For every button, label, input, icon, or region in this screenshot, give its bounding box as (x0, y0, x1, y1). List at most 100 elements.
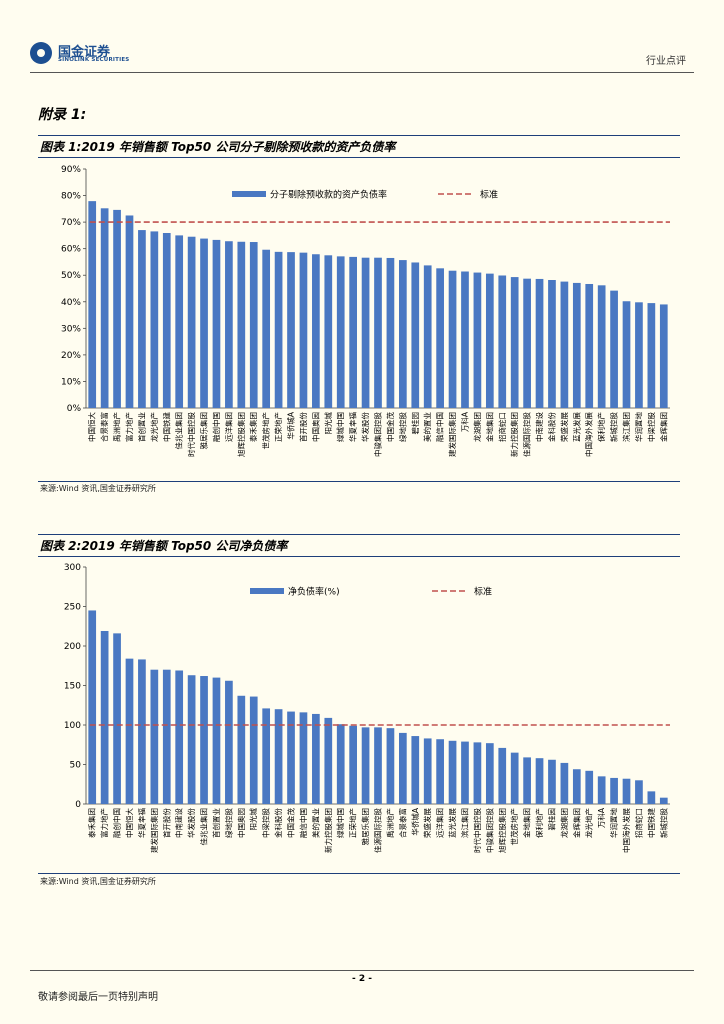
x-tick-label: 招商蛇口 (497, 412, 507, 442)
bar (125, 215, 134, 408)
x-tick-label: 泰禾集团 (87, 808, 97, 838)
x-tick-label: 万科A (459, 411, 469, 432)
x-tick-label: 龙光地产 (584, 808, 594, 838)
bar (659, 304, 668, 408)
bar (200, 676, 208, 804)
legend-benchmark-label: 标准 (480, 189, 498, 201)
x-tick-label: 中南建设 (174, 808, 184, 838)
x-tick-label: 旭辉控股集团 (236, 412, 246, 457)
x-tick-label: 禹洲地产 (385, 808, 395, 838)
x-tick-label: 新力控股集团 (509, 412, 519, 457)
x-tick-label: 金地集团 (522, 808, 532, 838)
bar (585, 283, 594, 408)
bar (324, 717, 333, 804)
x-tick-label: 禹洲地产 (112, 412, 122, 442)
y-tick-label: 100 (64, 721, 81, 731)
x-tick-label: 新力控股集团 (323, 808, 333, 853)
x-tick-label: 佳源国际控股 (522, 412, 532, 457)
x-tick-label: 华发股份 (360, 412, 370, 442)
x-tick-label: 中国恒大 (87, 412, 97, 442)
bar (485, 273, 494, 408)
x-tick-label: 正荣地产 (273, 412, 283, 442)
report-type: 行业点评 (646, 56, 686, 67)
x-tick-label: 美的置业 (310, 808, 320, 838)
x-tick-label: 建发国际集团 (149, 808, 159, 853)
bar (100, 208, 109, 408)
bar (647, 791, 656, 804)
figure2-source: 来源:Wind 资讯,国金证券研究所 (40, 877, 156, 886)
x-tick-label: 万科A (596, 807, 606, 828)
x-tick-label: 保利地产 (534, 808, 544, 838)
x-tick-label: 中国恒大 (124, 808, 134, 838)
bar (398, 732, 407, 804)
bar (461, 271, 469, 408)
x-tick-label: 华夏幸福 (136, 808, 146, 838)
x-tick-label: 华侨城A (410, 807, 420, 835)
x-tick-label: 金科股份 (273, 808, 283, 838)
x-tick-label: 碧桂园 (546, 808, 556, 831)
x-tick-label: 中骏集团控股 (484, 808, 494, 853)
bar (535, 758, 544, 804)
x-tick-label: 旭辉控股集团 (497, 808, 507, 853)
figure1-title-rule (38, 157, 680, 158)
x-tick-label: 绿城中国 (335, 808, 345, 838)
bar (237, 241, 246, 408)
x-tick-label: 世茂房地产 (261, 412, 271, 450)
y-tick-label: 80% (61, 192, 81, 202)
x-tick-label: 保利地产 (596, 412, 606, 442)
bar (523, 278, 531, 408)
x-tick-label: 中南建设 (534, 412, 544, 442)
brand-logo: 国金证券 SINOLINK SECURITIES (30, 40, 138, 70)
legend-benchmark-label: 标准 (474, 586, 492, 598)
x-tick-label: 华润置地 (633, 412, 643, 442)
bar (187, 675, 196, 804)
bar (274, 709, 283, 804)
x-tick-label: 佳兆业集团 (174, 412, 184, 450)
bar (212, 239, 221, 408)
x-tick-label: 中国金茂 (286, 808, 296, 838)
y-tick-label: 0% (67, 404, 82, 414)
bar (249, 242, 258, 408)
bar (622, 301, 631, 408)
x-tick-label: 世茂房地产 (509, 808, 519, 846)
bar (125, 658, 134, 804)
bar (572, 769, 581, 804)
x-tick-label: 龙光地产 (149, 412, 159, 442)
bar (411, 262, 420, 408)
legend-series-swatch (232, 191, 266, 197)
x-tick-label: 雅居乐集团 (360, 808, 370, 846)
bar (647, 303, 656, 408)
bar (622, 778, 631, 804)
bar (386, 257, 395, 408)
disclaimer-note: 敬请参阅最后一页特别声明 (38, 992, 158, 1003)
bar (560, 281, 569, 408)
x-tick-label: 时代中国控股 (472, 808, 482, 853)
bar (498, 747, 507, 804)
x-tick-label: 融信中国 (298, 808, 308, 838)
x-tick-label: 金辉集团 (658, 412, 668, 442)
x-tick-label: 中梁控股 (646, 412, 656, 442)
bar (212, 677, 221, 804)
x-tick-label: 滨江集团 (459, 808, 469, 838)
bar (162, 232, 171, 408)
bar (386, 728, 395, 804)
y-tick-label: 60% (61, 245, 81, 255)
y-tick-label: 70% (61, 218, 81, 228)
bar (225, 680, 233, 804)
x-tick-label: 中国海外发展 (584, 412, 594, 457)
x-tick-label: 首创置业 (136, 412, 146, 442)
x-tick-label: 滨江集团 (621, 412, 631, 442)
bar (175, 670, 184, 804)
bar (374, 727, 382, 804)
bar (510, 277, 519, 408)
bar (548, 759, 556, 804)
x-tick-label: 佳兆业集团 (199, 808, 209, 846)
bar (187, 236, 196, 408)
x-tick-label: 招商蛇口 (633, 808, 643, 838)
x-tick-label: 中国奥园 (236, 808, 246, 838)
bar (597, 776, 606, 804)
bar (175, 235, 184, 408)
figure2-title-rule (38, 556, 680, 557)
y-tick-label: 30% (61, 324, 81, 334)
x-tick-label: 荣盛发展 (559, 412, 569, 442)
